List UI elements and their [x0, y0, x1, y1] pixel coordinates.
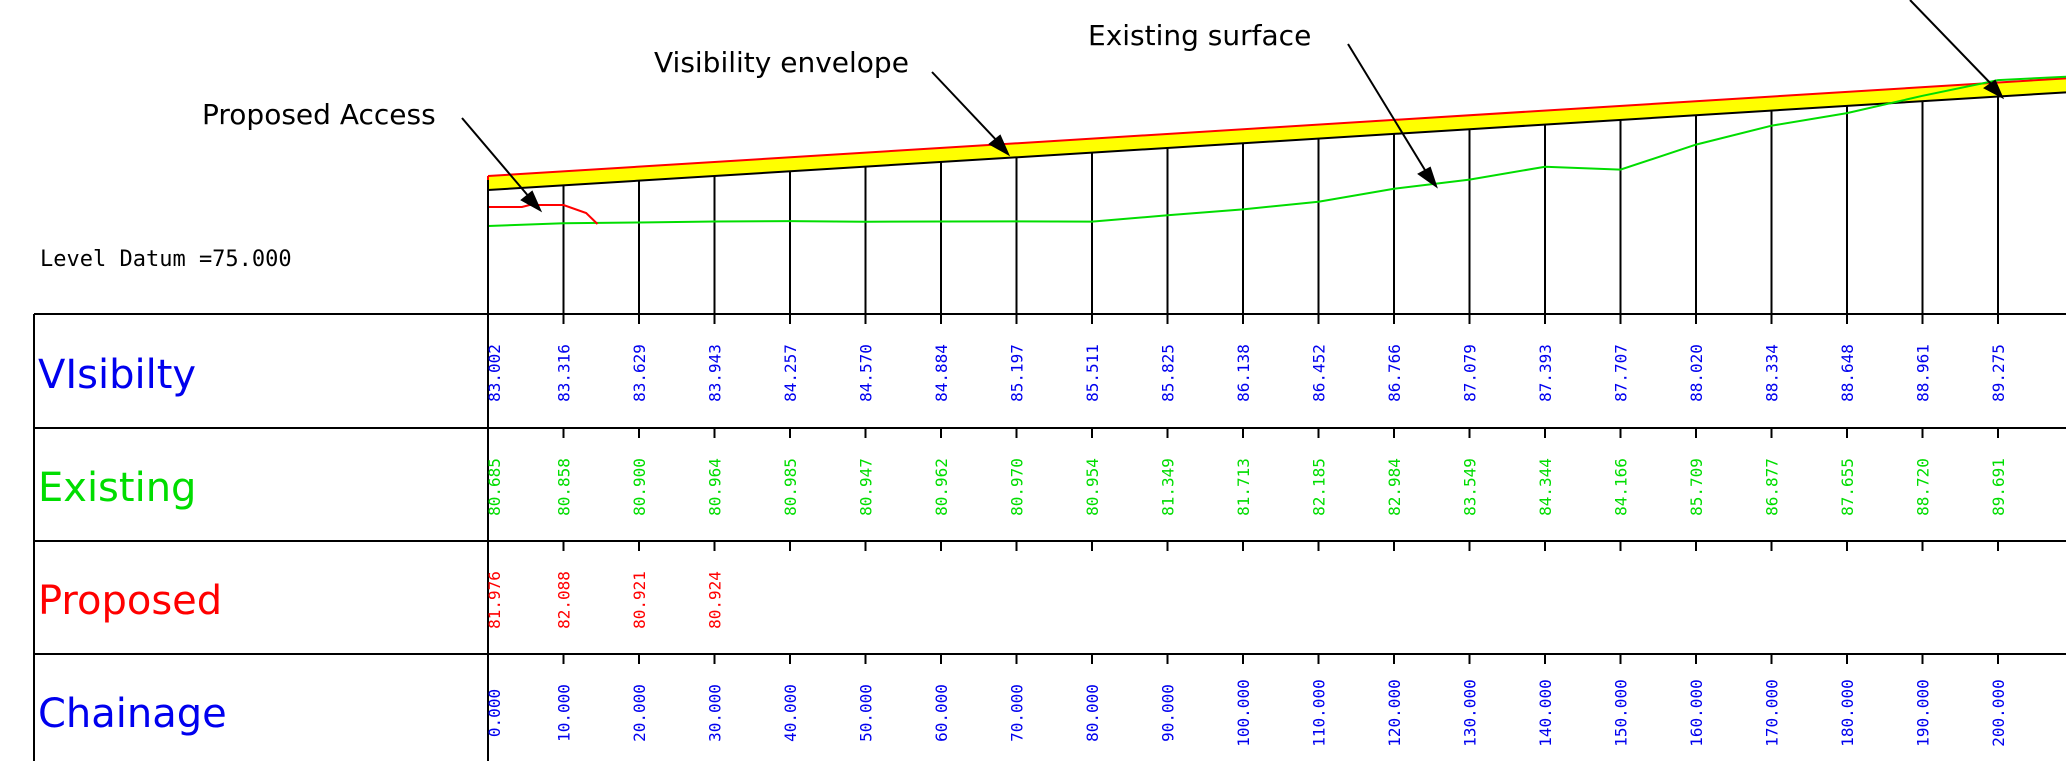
table-cell-existing: 80.685 [485, 458, 504, 516]
visibility-envelope-arrowhead [988, 134, 1011, 157]
table-cell-chainage: 140.000 [1536, 679, 1555, 746]
existing-surface-leader [1347, 43, 1429, 176]
table-cell-visibility: 84.570 [857, 344, 876, 402]
table-cell-chainage: 30.000 [706, 684, 725, 742]
table-cell-visibility: 83.629 [630, 344, 649, 402]
table-cell-proposed: 82.088 [555, 571, 574, 629]
table-cell-visibility: 85.197 [1008, 344, 1027, 402]
table-cell-proposed: 80.921 [630, 571, 649, 629]
table-cell-visibility: 83.002 [485, 344, 504, 402]
table-cell-visibility: 86.138 [1234, 344, 1253, 402]
table-cell-visibility: 84.257 [781, 344, 800, 402]
table-cell-chainage: 90.000 [1159, 684, 1178, 742]
visibility-envelope-top-line [487, 77, 2066, 177]
table-cell-existing: 80.954 [1083, 458, 1102, 516]
table-cell-chainage: 110.000 [1310, 679, 1329, 746]
table-cell-visibility: 84.884 [932, 344, 951, 402]
table-cell-existing: 80.900 [630, 458, 649, 516]
table-cell-chainage: 100.000 [1234, 679, 1253, 746]
proposed-access-label: Proposed Access [202, 98, 436, 131]
table-ticks [562, 314, 1999, 664]
table-cell-existing: 80.964 [706, 458, 725, 516]
callout-leaders [461, 0, 2005, 213]
table-cell-visibility: 86.452 [1310, 344, 1329, 402]
table-cell-existing: 80.947 [857, 458, 876, 516]
table-cell-visibility: 83.316 [555, 344, 574, 402]
table-cell-existing: 83.549 [1461, 458, 1480, 516]
proposed-access-leader [461, 117, 531, 199]
row-label-proposed: Proposed [38, 578, 222, 624]
table-cell-chainage: 80.000 [1083, 684, 1102, 742]
table-cell-visibility: 85.511 [1083, 344, 1102, 402]
existing-surface-arrowhead [1417, 166, 1438, 189]
station-lines [487, 96, 1999, 314]
table-cell-existing: 89.691 [1989, 458, 2008, 516]
row-label-visibility: VIsibilty [38, 352, 196, 398]
table-cell-existing: 81.349 [1159, 458, 1178, 516]
table-cell-chainage: 160.000 [1687, 679, 1706, 746]
proposed-access-line [488, 204, 599, 225]
table-cell-visibility: 83.943 [706, 344, 725, 402]
row-label-chainage: Chainage [38, 691, 227, 737]
data-table [33, 180, 2066, 761]
table-cell-chainage: 70.000 [1008, 684, 1027, 742]
table-cell-visibility: 88.648 [1838, 344, 1857, 402]
table-cell-existing: 80.970 [1008, 458, 1027, 516]
table-cell-existing: 84.166 [1612, 458, 1631, 516]
table-cell-visibility: 88.020 [1687, 344, 1706, 402]
table-cell-existing: 82.185 [1310, 458, 1329, 516]
table-cell-chainage: 120.000 [1385, 679, 1404, 746]
table-cell-chainage: 200.000 [1989, 679, 2008, 746]
table-cell-chainage: 20.000 [630, 684, 649, 742]
table-cell-existing: 88.720 [1914, 458, 1933, 516]
table-cell-chainage: 40.000 [781, 684, 800, 742]
visibility-envelope-label: Visibility envelope [654, 46, 909, 79]
table-cells: 83.002 83.316 83.629 83.943 84.257 84.570 84.8… [485, 344, 2008, 747]
table-cell-visibility: 87.707 [1612, 344, 1631, 402]
table-cell-chainage: 10.000 [555, 684, 574, 742]
table-cell-existing: 80.962 [932, 458, 951, 516]
existing-surface-line [487, 75, 2066, 227]
offscreen-callout-arrowhead [1983, 79, 2005, 100]
visibility-envelope-band [488, 78, 2066, 190]
table-cell-existing: 84.344 [1536, 458, 1555, 516]
table-cell-visibility: 85.825 [1159, 344, 1178, 402]
table-cell-existing: 81.713 [1234, 458, 1253, 516]
table-cell-chainage: 190.000 [1914, 679, 1933, 746]
existing-surface-label: Existing surface [1088, 19, 1311, 52]
table-cell-chainage: 50.000 [857, 684, 876, 742]
table-cell-chainage: 180.000 [1838, 679, 1857, 746]
table-cell-existing: 80.985 [781, 458, 800, 516]
visibility-envelope-bottom-line [487, 91, 2066, 191]
table-cell-existing: 86.877 [1763, 458, 1782, 516]
table-cell-visibility: 88.961 [1914, 344, 1933, 402]
table-cell-proposed: 81.976 [485, 571, 504, 629]
visibility-envelope-leader [931, 71, 1001, 145]
proposed-access-arrowhead [520, 190, 543, 213]
table-cell-visibility: 86.766 [1385, 344, 1404, 402]
table-cell-visibility: 87.079 [1461, 344, 1480, 402]
table-cell-visibility: 87.393 [1536, 344, 1555, 402]
row-label-existing: Existing [38, 465, 196, 511]
table-cell-existing: 82.984 [1385, 458, 1404, 516]
table-cell-visibility: 89.275 [1989, 344, 2008, 402]
table-cell-chainage: 0.000 [485, 689, 504, 737]
offscreen-callout-leader [1909, 0, 1996, 89]
table-cell-chainage: 130.000 [1461, 679, 1480, 746]
table-cell-existing: 80.858 [555, 458, 574, 516]
table-cell-chainage: 170.000 [1763, 679, 1782, 746]
table-cell-chainage: 150.000 [1612, 679, 1631, 746]
table-cell-chainage: 60.000 [932, 684, 951, 742]
table-cell-proposed: 80.924 [706, 571, 725, 629]
table-cell-existing: 87.655 [1838, 458, 1857, 516]
level-datum-label: Level Datum =75.000 [40, 247, 292, 272]
table-cell-existing: 85.709 [1687, 458, 1706, 516]
table-cell-visibility: 88.334 [1763, 344, 1782, 402]
